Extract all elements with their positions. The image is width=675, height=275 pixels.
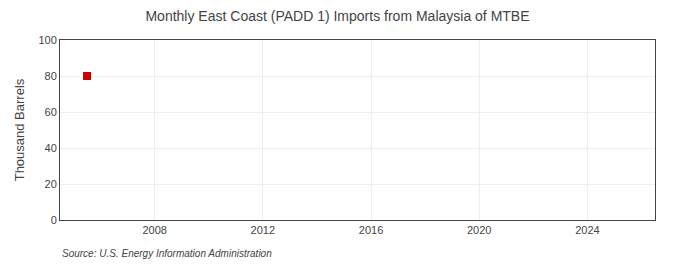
svg-text:2024: 2024 xyxy=(575,224,599,236)
svg-text:2008: 2008 xyxy=(142,224,166,236)
svg-text:2016: 2016 xyxy=(359,224,383,236)
svg-text:60: 60 xyxy=(45,106,57,118)
svg-text:2012: 2012 xyxy=(251,224,275,236)
svg-text:40: 40 xyxy=(45,142,57,154)
svg-text:0: 0 xyxy=(51,214,57,226)
svg-text:2020: 2020 xyxy=(467,224,491,236)
svg-text:Thousand Barrels: Thousand Barrels xyxy=(12,78,27,181)
svg-text:100: 100 xyxy=(38,34,56,46)
svg-text:20: 20 xyxy=(45,178,57,190)
svg-text:80: 80 xyxy=(45,70,57,82)
svg-text:Monthly East Coast (PADD 1) Im: Monthly East Coast (PADD 1) Imports from… xyxy=(145,8,529,24)
svg-text:Source: U.S. Energy Informatio: Source: U.S. Energy Information Administ… xyxy=(62,248,272,259)
